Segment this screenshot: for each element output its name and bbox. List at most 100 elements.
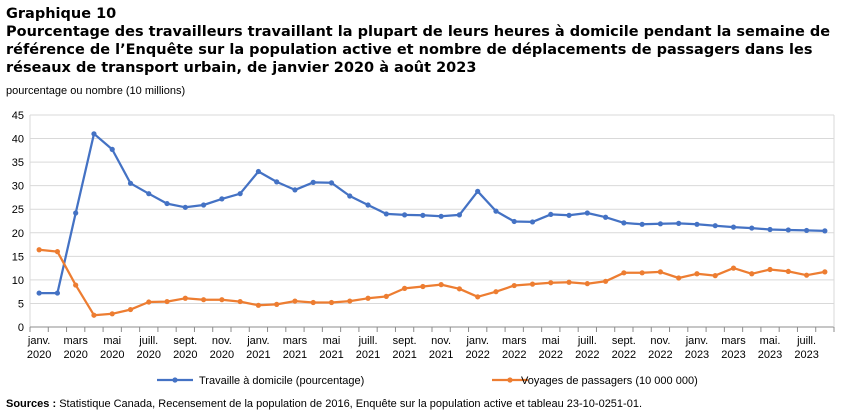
data-point (237, 191, 243, 197)
x-tick-label: juill. 2023 (794, 335, 818, 361)
x-tick-label: mars 2020 (63, 335, 88, 361)
data-point (127, 180, 134, 186)
data-point (365, 202, 371, 208)
legend-label: Voyages de passagers (10 000 000) (521, 375, 698, 387)
source-label: Sources : (6, 398, 57, 410)
y-tick-label: 15 (12, 251, 24, 263)
data-point (785, 227, 791, 233)
x-tick-label-month: mai (542, 335, 560, 347)
y-tick-label: 40 (12, 134, 24, 146)
data-point (310, 179, 316, 185)
data-point (383, 293, 389, 299)
data-point (438, 282, 444, 288)
data-point (730, 265, 737, 271)
data-point (657, 269, 664, 275)
x-tick-label: nov. 2022 (648, 335, 672, 361)
x-tick-label: mars 2023 (721, 335, 746, 361)
x-tick-label-year: 2022 (648, 349, 672, 361)
series-line-1 (39, 132, 825, 295)
data-point (146, 191, 152, 197)
x-tick-label-month: sept. (173, 335, 197, 347)
x-tick-label-month: janv. (27, 335, 50, 347)
data-point (73, 210, 79, 216)
data-point (73, 282, 79, 288)
data-point (803, 227, 810, 234)
data-point (200, 297, 207, 303)
data-point (694, 271, 700, 277)
x-tick-label-year: 2021 (319, 349, 343, 361)
y-tick-label: 10 (12, 275, 24, 287)
data-point (749, 225, 755, 231)
data-point (274, 179, 280, 185)
data-point (749, 271, 755, 277)
data-point (36, 247, 42, 253)
data-point (584, 281, 590, 287)
data-point (255, 302, 262, 308)
data-point (566, 212, 572, 218)
data-point (803, 272, 810, 278)
data-point (676, 220, 682, 226)
x-tick-label-month: janv. (465, 335, 488, 347)
data-point (548, 280, 554, 286)
data-point (328, 299, 335, 306)
x-tick-label: mars 2022 (502, 335, 527, 361)
x-tick-label-year: 2020 (100, 349, 124, 361)
data-point (347, 193, 353, 199)
data-point (621, 220, 627, 226)
data-point (36, 290, 42, 296)
data-point (712, 223, 718, 229)
data-point (456, 212, 463, 218)
data-point (767, 266, 773, 273)
y-axis-label: pourcentage ou nombre (10 millions) (6, 85, 186, 97)
data-point (785, 268, 791, 275)
x-tick-label: janv. 2023 (685, 335, 709, 361)
x-tick-label-year: 2023 (794, 349, 818, 361)
data-point (475, 294, 481, 300)
x-tick-label: mars 2021 (283, 335, 308, 361)
x-tick-label-year: 2022 (502, 349, 526, 361)
x-tick-label-month: juill. (358, 335, 378, 347)
data-point (456, 286, 463, 292)
y-tick-label: 0 (18, 322, 24, 334)
x-tick-label-year: 2020 (137, 349, 161, 361)
x-tick-label: janv. 2020 (27, 335, 51, 361)
x-tick-label-month: nov. (650, 335, 670, 347)
y-tick-label: 45 (12, 110, 24, 122)
y-tick-label: 25 (12, 204, 24, 216)
data-point (493, 208, 499, 214)
data-point (237, 298, 243, 305)
y-tick-label: 35 (12, 157, 24, 169)
x-tick-label: sept. 2020 (173, 335, 197, 361)
data-point (91, 312, 97, 318)
y-tick-label: 20 (12, 228, 24, 240)
x-tick-label-year: 2022 (465, 349, 489, 361)
x-tick-label-month: mars (63, 335, 88, 347)
x-tick-label-month: janv. (685, 335, 708, 347)
x-tick-label: mai 2022 (539, 335, 563, 361)
data-point (584, 210, 590, 216)
data-point (493, 289, 499, 295)
x-tick-label-month: juill. (138, 335, 158, 347)
x-tick-label-year: 2020 (27, 349, 51, 361)
data-point (438, 213, 444, 219)
x-tick-label-year: 2021 (356, 349, 380, 361)
data-point (54, 249, 61, 255)
x-tick-label-month: mars (283, 335, 308, 347)
x-tick-label-year: 2022 (612, 349, 636, 361)
data-point (822, 269, 828, 275)
data-point (566, 279, 572, 285)
data-point (164, 298, 170, 305)
data-point (602, 278, 609, 284)
x-tick-label: sept. 2022 (612, 335, 636, 361)
x-tick-label: sept. 2021 (392, 335, 416, 361)
x-tick-label-month: juill. (577, 335, 597, 347)
x-tick-label: juill. 2020 (137, 335, 161, 361)
data-point (182, 295, 188, 301)
data-point (639, 221, 645, 227)
data-point (292, 298, 298, 304)
x-tick-label-month: mai (323, 335, 341, 347)
data-point (639, 270, 645, 276)
data-point (274, 301, 280, 307)
legend-label: Travaille à domicile (pourcentage) (199, 375, 364, 387)
